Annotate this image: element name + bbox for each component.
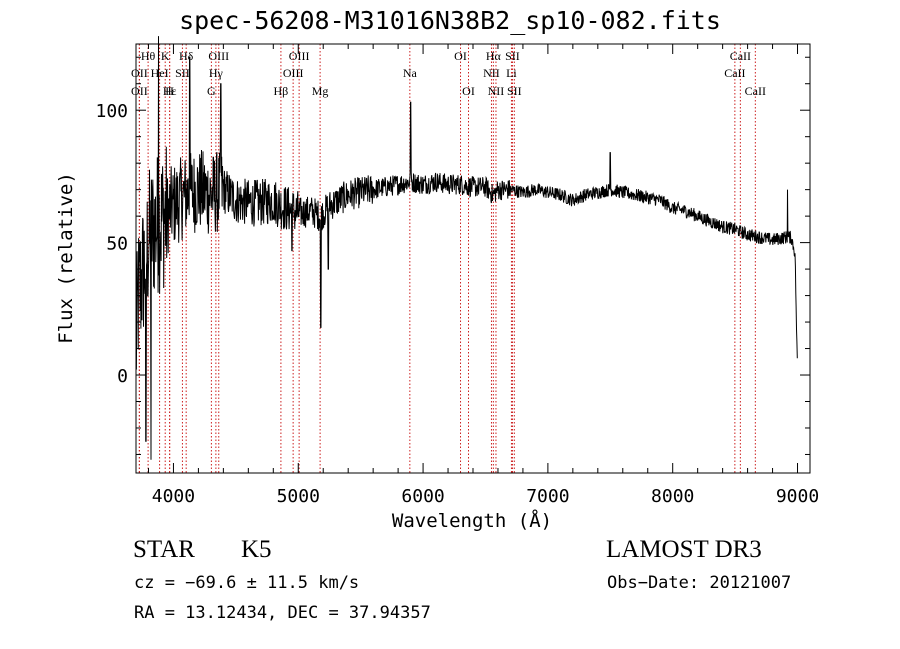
y-tick-label: 0 (117, 366, 128, 387)
line-marker-label: OI (462, 84, 475, 98)
line-marker-label: OII (131, 84, 148, 98)
line-marker-label: Hα (486, 49, 502, 63)
object-subclass: K5 (241, 536, 272, 563)
redshift-cz: cz = −69.6 ± 11.5 km/s (134, 573, 360, 593)
line-markers-layer (138, 44, 756, 473)
x-tick-label: 4000 (152, 486, 195, 507)
x-tick-label: 5000 (277, 486, 320, 507)
line-marker-label: G (207, 84, 216, 98)
line-marker-label: CaII (730, 49, 751, 63)
line-marker-label: SII (175, 66, 190, 80)
x-tick-label: 6000 (401, 486, 444, 507)
plot-frame (135, 43, 811, 474)
line-marker-label: OIII (283, 66, 304, 80)
line-marker-label: OIII (289, 49, 310, 63)
object-class: STAR (133, 536, 195, 563)
line-marker-label: Hε (163, 84, 177, 98)
line-marker-label: Na (403, 66, 418, 80)
x-tick-label: 9000 (776, 486, 819, 507)
line-marker-label: SII (505, 49, 520, 63)
line-marker-label: SII (507, 84, 522, 98)
line-marker-label: OII (131, 66, 148, 80)
series-layer (135, 36, 798, 460)
ra-dec-coordinates: RA = 13.12434, DEC = 37.94357 (134, 603, 431, 623)
line-marker-label: Hγ (209, 66, 224, 80)
observation-date: Obs−Date: 20121007 (607, 573, 792, 593)
line-marker-label: H (165, 84, 174, 98)
chart-title: spec-56208-M31016N38B2_sp10-082.fits (179, 6, 721, 35)
line-marker-label: Mg (312, 84, 329, 98)
x-axis-label: Wavelength (Å) (391, 510, 553, 532)
axes-frame (135, 43, 811, 474)
y-tick-label: 100 (95, 101, 128, 122)
line-marker-label: Hδ (179, 49, 194, 63)
line-marker-label: K (161, 49, 170, 63)
line-marker-label: OIII (208, 49, 229, 63)
x-tick-label: 7000 (526, 486, 569, 507)
flux-series-line (135, 36, 798, 460)
line-marker-label: OI (454, 49, 467, 63)
line-marker-label: Hθ (141, 49, 156, 63)
survey-name: LAMOST DR3 (606, 536, 762, 563)
line-marker-label: HeI (151, 66, 169, 80)
y-tick-label: 50 (106, 234, 128, 255)
line-marker-label: Hβ (274, 84, 289, 98)
x-tick-label: 8000 (651, 486, 694, 507)
line-marker-label: NII (488, 84, 505, 98)
line-marker-label: CaII (745, 84, 766, 98)
line-marker-label: CaII (724, 66, 745, 80)
line-marker-label: NII (483, 66, 500, 80)
ticks-layer: 4000 5000 6000 7000 8000 9000 0 50 100 (95, 44, 819, 507)
y-axis-label: Flux (relative) (55, 172, 77, 344)
line-marker-label: Li (506, 66, 517, 80)
